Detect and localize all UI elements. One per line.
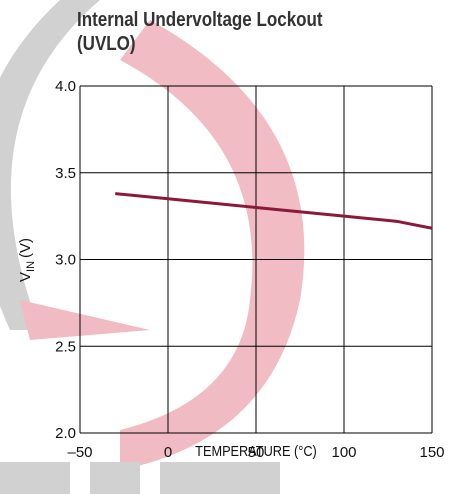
y-tick-label: 4.0 bbox=[55, 78, 76, 95]
x-tick-label: 50 bbox=[248, 444, 265, 461]
y-label-subscript: IN bbox=[25, 261, 37, 272]
y-label-unit: (V) bbox=[17, 238, 34, 258]
x-tick-label: 0 bbox=[164, 444, 172, 461]
watermark-tip bbox=[20, 300, 150, 340]
chart-title: Internal Undervoltage Lockout (UVLO) bbox=[77, 9, 323, 55]
x-tick-label: 100 bbox=[331, 444, 356, 461]
watermark-block bbox=[160, 462, 280, 494]
y-tick-label: 3.0 bbox=[55, 252, 76, 269]
x-tick-label: –50 bbox=[67, 444, 92, 461]
watermark-block bbox=[90, 462, 140, 494]
watermark bbox=[0, 0, 305, 494]
x-tick-label: 150 bbox=[419, 444, 444, 461]
y-axis-label: VIN (V) bbox=[17, 238, 37, 282]
x-axis-label: TEMPERATURE (°C) bbox=[195, 442, 317, 459]
y-tick-label: 2.5 bbox=[55, 338, 76, 355]
data-line bbox=[115, 192, 433, 230]
y-tick-label: 2.0 bbox=[55, 425, 76, 442]
watermark-arc bbox=[0, 0, 100, 330]
y-tick-label: 3.5 bbox=[55, 165, 76, 182]
watermark-band bbox=[120, 20, 305, 470]
watermark-block bbox=[0, 462, 70, 494]
y-label-symbol: V bbox=[17, 272, 34, 282]
